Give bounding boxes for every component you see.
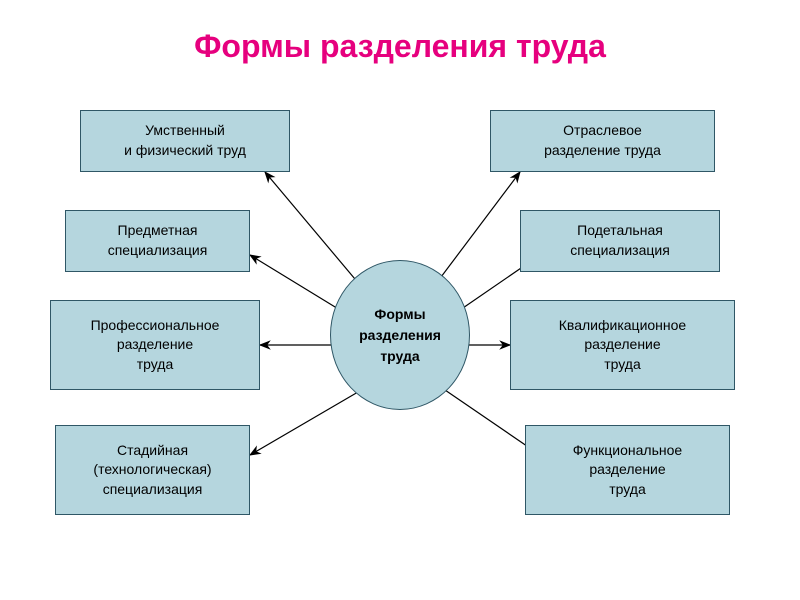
box-line: специализация	[570, 241, 670, 261]
arrow-staged-tech	[250, 392, 358, 455]
box-line: разделение труда	[544, 141, 661, 161]
box-professional: Профессиональноеразделениетруда	[50, 300, 260, 390]
center-node-line: труда	[380, 346, 419, 367]
box-staged-tech: Стадийная(технологическая)специализация	[55, 425, 250, 515]
box-line: труда	[137, 355, 174, 375]
box-line: Умственный	[145, 121, 225, 141]
box-line: Предметная	[118, 221, 198, 241]
box-line: разделение	[117, 335, 193, 355]
arrow-mental-physical	[265, 172, 360, 285]
box-line: Подетальная	[577, 221, 663, 241]
box-line: Функциональное	[573, 441, 682, 461]
box-line: специализация	[108, 241, 208, 261]
center-node: Формыразделениятруда	[330, 260, 470, 410]
page-title: Формы разделения труда	[0, 28, 800, 65]
arrow-sectoral	[435, 172, 520, 285]
box-line: разделение	[584, 335, 660, 355]
box-detailed-spec: Подетальнаяспециализация	[520, 210, 720, 272]
box-line: Квалификационное	[559, 316, 686, 336]
box-line: Отраслевое	[563, 121, 642, 141]
box-line: специализация	[103, 480, 203, 500]
box-line: разделение	[589, 460, 665, 480]
center-node-line: разделения	[359, 325, 441, 346]
box-line: (технологическая)	[93, 460, 211, 480]
box-mental-physical: Умственныйи физический труд	[80, 110, 290, 172]
box-line: труда	[604, 355, 641, 375]
box-line: Стадийная	[117, 441, 188, 461]
box-qualification: Квалификационноеразделениетруда	[510, 300, 735, 390]
box-functional: Функциональноеразделениетруда	[525, 425, 730, 515]
arrow-subject-spec	[250, 255, 340, 310]
center-node-line: Формы	[374, 304, 425, 325]
box-line: труда	[609, 480, 646, 500]
box-line: и физический труд	[124, 141, 246, 161]
box-subject-spec: Предметнаяспециализация	[65, 210, 250, 272]
box-line: Профессиональное	[91, 316, 220, 336]
box-sectoral: Отраслевоеразделение труда	[490, 110, 715, 172]
